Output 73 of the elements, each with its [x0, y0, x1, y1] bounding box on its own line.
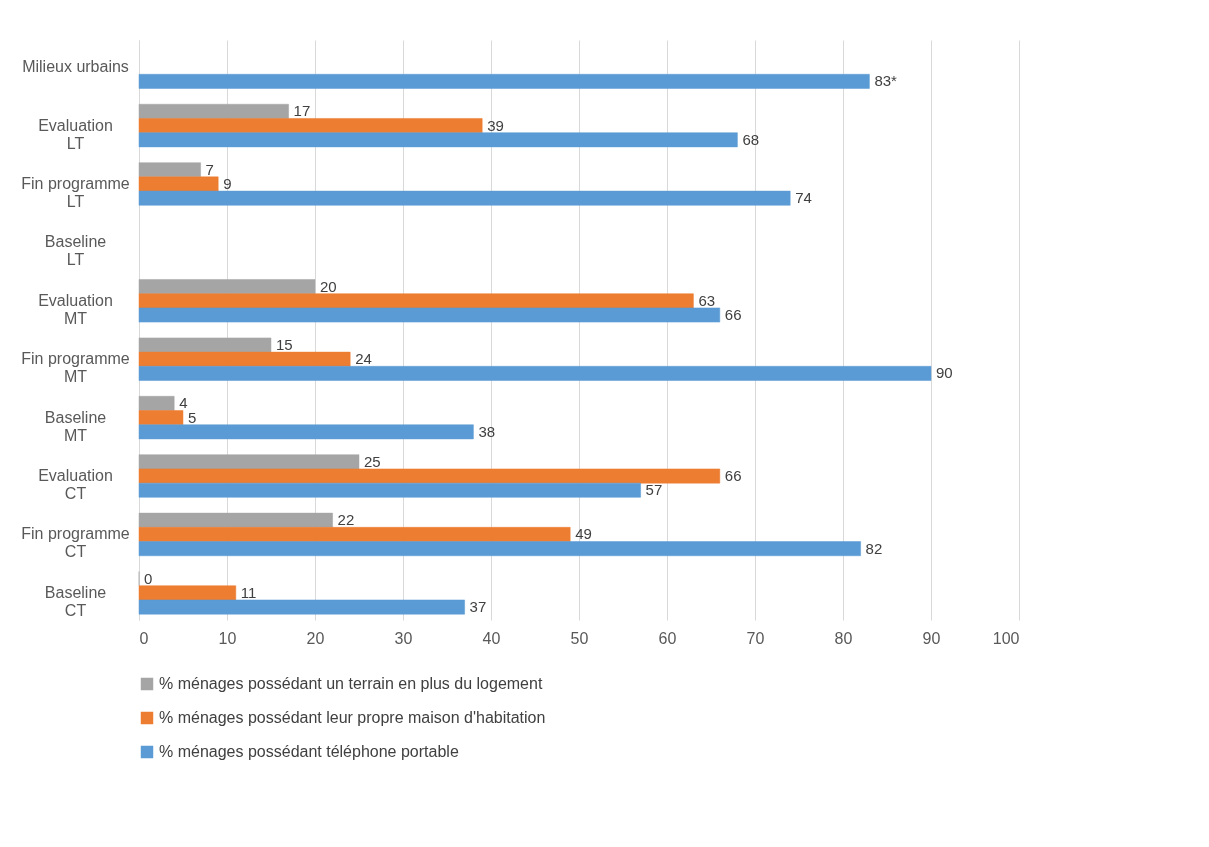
x-tick-label: 80: [834, 629, 853, 647]
legend-label: % ménages possédant un terrain en plus du logement: [159, 675, 543, 692]
bar: [138, 293, 694, 309]
data-label: 57: [645, 481, 663, 499]
data-label: 25: [364, 452, 381, 470]
data-label: 11: [240, 583, 257, 601]
y-tick-label: Fin programme LT: [21, 174, 130, 210]
x-tick-label: 60: [658, 629, 677, 647]
y-tick-label: Fin programme CT: [21, 525, 130, 561]
bar: [138, 176, 219, 192]
bar: [138, 366, 932, 381]
data-label: 17: [293, 102, 311, 120]
bar: [138, 118, 483, 133]
data-label: 66: [724, 306, 742, 324]
x-tick-label: 70: [746, 629, 765, 647]
bar: [138, 337, 272, 353]
bar: [138, 190, 791, 206]
data-label: 39: [487, 116, 504, 134]
data-label: 5: [188, 408, 197, 426]
x-tick-label: 40: [482, 629, 501, 647]
bar: [138, 482, 641, 498]
x-tick-label: 90: [922, 629, 941, 647]
bar: [138, 162, 201, 178]
bar: [138, 424, 474, 440]
bar: [138, 351, 351, 367]
data-label: 37: [469, 598, 487, 616]
bar: [138, 599, 465, 615]
data-label: 9: [223, 174, 232, 192]
data-label: 90: [936, 364, 953, 382]
legend-label: % ménages possédant leur propre maison d'habitation: [159, 709, 546, 726]
y-tick-label: Evaluation CT: [38, 467, 113, 503]
bar: [138, 585, 237, 601]
bar: [138, 512, 333, 528]
bar: [138, 104, 289, 119]
x-tick-label: 100: [992, 629, 1020, 647]
x-tick-label: 30: [394, 629, 413, 647]
bar: [138, 307, 721, 323]
x-tick-label: 20: [306, 629, 325, 647]
data-label: 7: [205, 160, 214, 178]
y-tick-label: Evaluation MT: [38, 291, 113, 327]
data-label: 66: [724, 467, 742, 485]
data-label: 15: [276, 335, 293, 353]
data-label: 74: [795, 189, 812, 207]
y-tick-label: Milieux urbains: [22, 58, 129, 76]
data-label: 22: [337, 511, 355, 529]
bar: [138, 74, 870, 89]
bar: [138, 468, 721, 484]
y-tick-label: Baseline MT: [44, 408, 107, 444]
x-tick-label: 0: [139, 629, 149, 647]
y-tick-label: Baseline CT: [44, 583, 107, 619]
data-label: 20: [320, 277, 337, 295]
data-label: 0: [144, 569, 153, 587]
bar: [138, 527, 571, 542]
y-tick-label: Fin programme MT: [21, 350, 130, 386]
x-tick-label: 50: [570, 629, 589, 647]
y-tick-label: Evaluation LT: [38, 116, 113, 152]
data-label: 63: [698, 291, 716, 309]
bar: [138, 396, 175, 411]
data-label: 38: [478, 422, 496, 440]
bar: [138, 132, 738, 148]
bar: [138, 541, 861, 556]
data-label: 49: [575, 525, 592, 543]
legend-label: % ménages possédant téléphone portable: [159, 743, 459, 760]
bar: [138, 454, 360, 470]
data-label: 4: [179, 394, 188, 412]
bar: [138, 279, 316, 294]
bar: [138, 410, 184, 425]
data-label: 82: [865, 539, 883, 557]
y-tick-label: Baseline LT: [44, 233, 107, 269]
data-label: 68: [742, 130, 760, 148]
x-tick-label: 10: [218, 629, 237, 647]
data-label: 83*: [874, 72, 898, 90]
data-label: 24: [355, 350, 372, 368]
